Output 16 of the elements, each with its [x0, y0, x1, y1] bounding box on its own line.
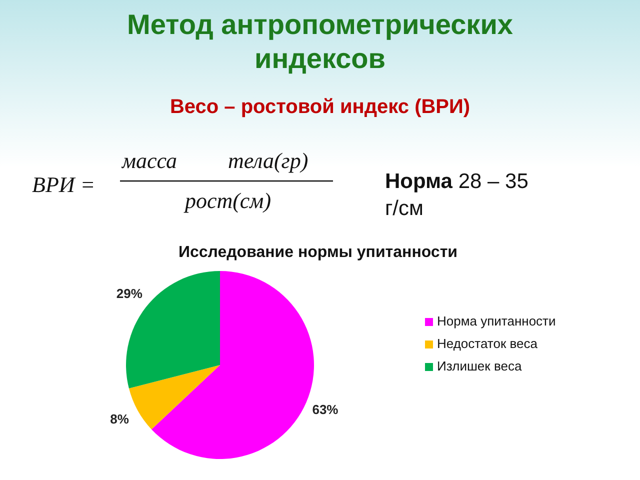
- legend-label: Излишек веса: [437, 358, 522, 374]
- legend-label: Недостаток веса: [437, 336, 538, 351]
- text: Исследование нормы упитанности: [178, 244, 458, 261]
- data-label: 8%: [110, 412, 130, 427]
- data-label: 63%: [312, 402, 339, 417]
- chart-title: Метод антропометрических индексов: [127, 9, 514, 74]
- data-label: 29%: [116, 286, 143, 302]
- pie-slice: [128, 365, 220, 430]
- text: ВРИ =: [32, 172, 96, 197]
- text: тела(гр): [228, 148, 308, 173]
- text: масса: [121, 148, 177, 173]
- text: Норма 28 – 35 г/см: [385, 170, 528, 220]
- legend-label: Норма упитанности: [437, 313, 556, 328]
- text: рост(см): [182, 188, 272, 213]
- pie-slice: [151, 271, 314, 459]
- chart-subtitle: Весо – ростовой индекс (ВРИ): [170, 96, 470, 118]
